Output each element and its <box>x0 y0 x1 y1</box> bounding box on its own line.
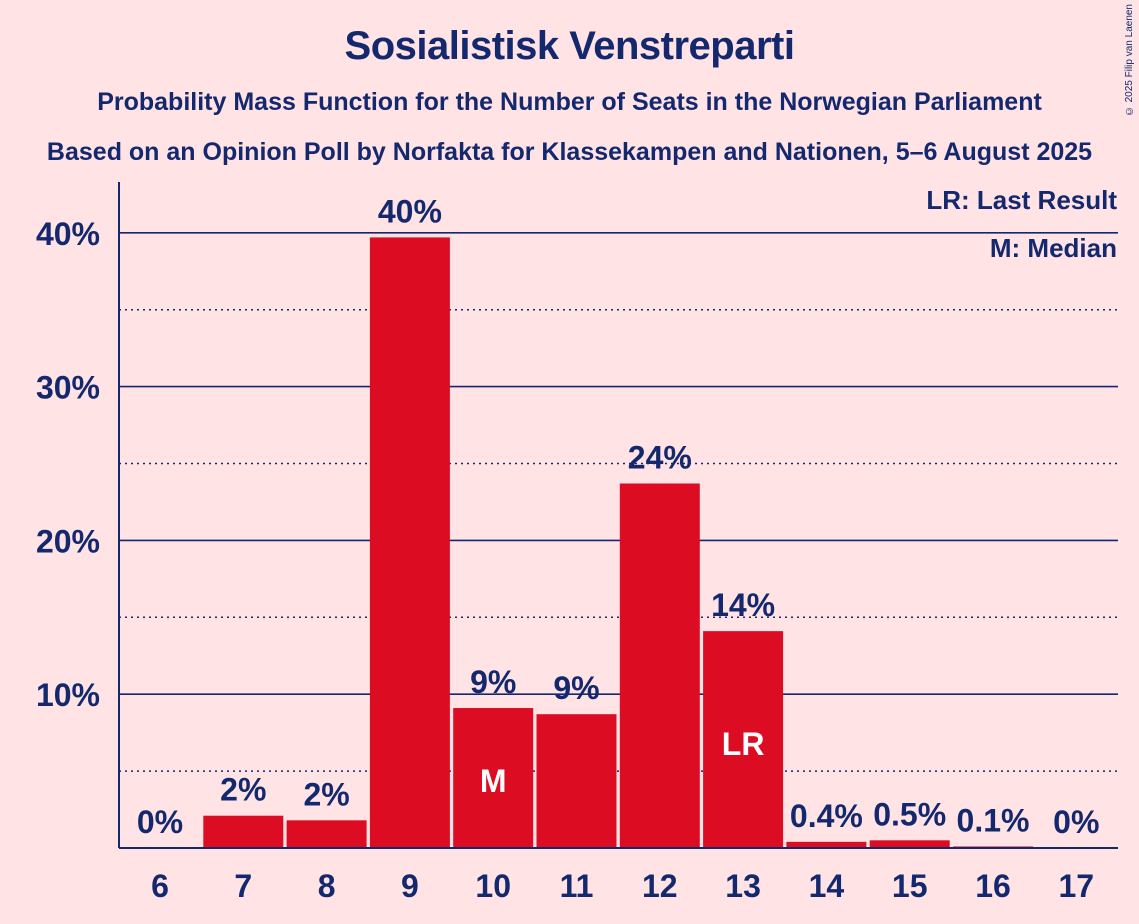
bar-seats-15 <box>869 840 950 848</box>
chart-subtitle: Probability Mass Function for the Number… <box>97 88 1042 116</box>
chart-title: Sosialistisk Venstreparti <box>344 24 795 68</box>
x-tick-label: 7 <box>234 868 252 904</box>
bar-seats-14 <box>786 841 867 848</box>
x-tick-label: 6 <box>151 868 169 904</box>
x-tick-label: 14 <box>809 868 845 904</box>
y-tick-label: 10% <box>36 677 100 713</box>
data-label: 40% <box>378 193 442 229</box>
bar-seats-11 <box>536 714 617 848</box>
bar-marker-m: M <box>480 763 507 799</box>
data-label: 0.4% <box>790 798 863 834</box>
legend-entry: LR: Last Result <box>926 185 1117 215</box>
x-tick-label: 16 <box>975 868 1011 904</box>
data-label: 9% <box>470 664 516 700</box>
y-tick-label: 20% <box>36 523 100 559</box>
y-tick-label: 30% <box>36 370 100 406</box>
bar-seats-7 <box>203 815 284 848</box>
data-label: 0% <box>1053 804 1099 840</box>
data-label: 9% <box>553 670 599 706</box>
data-label: 2% <box>303 776 349 812</box>
bar-seats-13 <box>703 631 784 848</box>
x-tick-label: 12 <box>642 868 678 904</box>
x-tick-label: 10 <box>475 868 511 904</box>
data-label: 14% <box>711 587 775 623</box>
bar-marker-lr: LR <box>722 726 765 762</box>
y-tick-label: 40% <box>36 216 100 252</box>
data-label: 0.1% <box>957 802 1030 838</box>
chart-source-note: Based on an Opinion Poll by Norfakta for… <box>46 138 1093 166</box>
data-label: 2% <box>220 772 266 808</box>
x-tick-label: 8 <box>318 868 336 904</box>
bar-seats-9 <box>369 237 450 848</box>
legend-entry: M: Median <box>990 233 1117 263</box>
x-tick-label: 11 <box>560 868 594 904</box>
data-label: 24% <box>628 439 692 475</box>
data-label: 0.5% <box>873 796 946 832</box>
x-tick-label: 13 <box>725 868 761 904</box>
bar-seats-10 <box>453 708 534 848</box>
bar-seats-12 <box>619 483 700 848</box>
data-label: 0% <box>137 804 183 840</box>
bar-seats-8 <box>286 820 367 848</box>
x-tick-label: 15 <box>892 868 928 904</box>
x-tick-label: 17 <box>1059 868 1095 904</box>
x-tick-label: 9 <box>401 868 419 904</box>
